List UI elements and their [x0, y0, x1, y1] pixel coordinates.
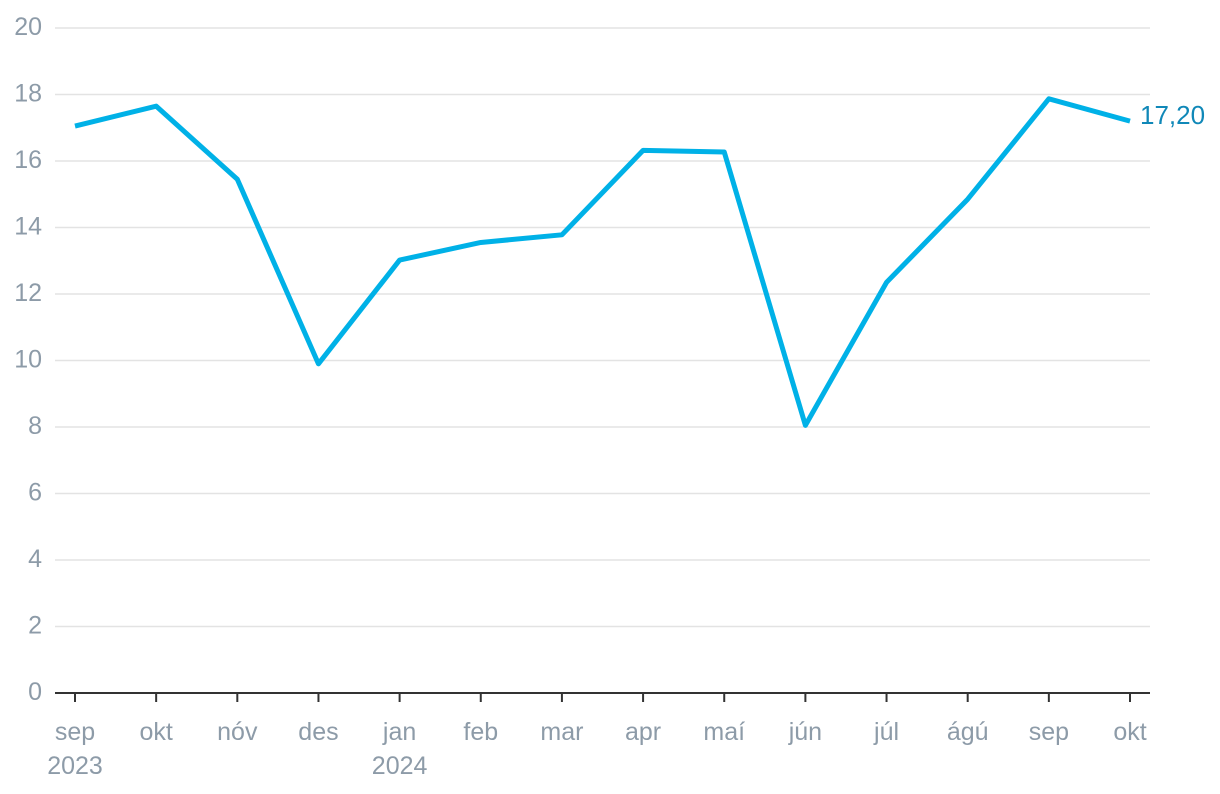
- x-tick-label: feb: [463, 718, 498, 746]
- line-series: [74, 96, 1131, 428]
- x-tick-label: des: [298, 718, 338, 746]
- x-tick-label: maí: [703, 718, 745, 746]
- y-tick-label: 20: [14, 13, 42, 41]
- y-tick-label: 18: [14, 79, 42, 107]
- x-tick-label: jan 2024: [372, 718, 428, 780]
- x-tick-label: okt: [1113, 718, 1146, 746]
- y-tick-label: 2: [28, 611, 42, 639]
- y-tick-label: 4: [28, 545, 42, 573]
- x-tick-label: ágú: [947, 718, 989, 746]
- x-tick-label: jún: [788, 718, 822, 746]
- x-tick-label: sep: [1029, 718, 1069, 746]
- y-tick-label: 10: [14, 345, 42, 373]
- x-tick-label: mar: [540, 718, 583, 746]
- y-tick-label: 8: [28, 412, 42, 440]
- value-label: 17,20: [1140, 100, 1205, 130]
- x-tick-label: apr: [625, 718, 661, 746]
- y-tick-label: 12: [14, 279, 42, 307]
- y-tick-label: 14: [14, 212, 42, 240]
- x-tick-label: okt: [139, 718, 172, 746]
- x-tick-label: sep 2023: [47, 718, 103, 780]
- x-tick-label: júl: [873, 718, 899, 746]
- y-tick-label: 6: [28, 478, 42, 506]
- y-tick-label: 0: [28, 678, 42, 706]
- x-tick-label: nóv: [217, 718, 258, 746]
- y-tick-label: 16: [14, 146, 42, 174]
